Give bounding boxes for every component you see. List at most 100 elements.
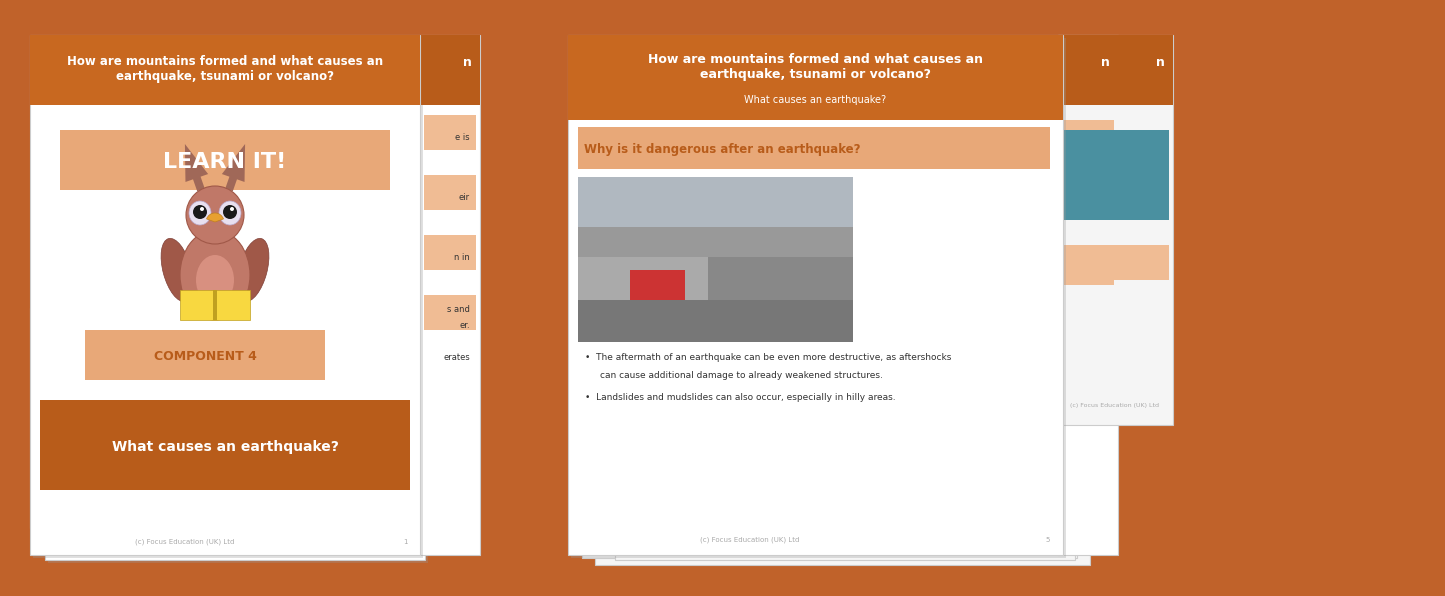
Bar: [140, 370, 144, 420]
Circle shape: [230, 207, 234, 211]
Bar: [61, 130, 390, 190]
Bar: [571, 38, 1066, 558]
Bar: [181, 290, 250, 320]
Text: (c) Focus Education (UK) Ltd: (c) Focus Education (UK) Ltd: [701, 537, 799, 543]
Bar: [879, 300, 1053, 500]
Text: (c) Focus Education (UK) Ltd: (c) Focus Education (UK) Ltd: [168, 495, 267, 501]
Bar: [626, 340, 1064, 410]
Text: (c) Focus Education (UK) Ltd: (c) Focus Education (UK) Ltd: [1071, 402, 1159, 408]
Bar: [1062, 250, 1114, 285]
Text: n: n: [1156, 55, 1165, 69]
Text: are: are: [400, 387, 413, 396]
Text: n: n: [1053, 79, 1062, 92]
Text: •  Landslides and mudslides can also occur, especially in hilly areas.: • Landslides and mudslides can also occu…: [585, 393, 896, 402]
Text: (c) Focus Education (UK) Ltd: (c) Focus Education (UK) Ltd: [171, 514, 270, 520]
Text: 1: 1: [403, 539, 407, 545]
Bar: [212, 290, 217, 320]
Bar: [630, 270, 685, 335]
Bar: [30, 35, 420, 555]
Bar: [30, 35, 420, 105]
Bar: [582, 48, 1077, 558]
Text: Why is it dangerous after an earthquake?: Why is it dangerous after an earthquake?: [584, 144, 861, 157]
Bar: [240, 370, 244, 420]
Bar: [1062, 245, 1169, 280]
Bar: [626, 340, 736, 410]
Bar: [423, 175, 475, 210]
Bar: [48, 370, 406, 420]
Bar: [423, 115, 475, 150]
Bar: [1058, 35, 1118, 555]
Circle shape: [199, 207, 204, 211]
Bar: [38, 325, 418, 540]
Bar: [1062, 130, 1169, 220]
Text: eir: eir: [460, 194, 470, 203]
Bar: [582, 48, 1077, 118]
Text: n: n: [1101, 55, 1110, 69]
Bar: [340, 370, 344, 420]
Bar: [33, 311, 418, 531]
Bar: [942, 178, 1022, 213]
Text: (c) Focus Education (UK) Ltd: (c) Focus Education (UK) Ltd: [790, 532, 890, 538]
Bar: [568, 35, 1064, 555]
Ellipse shape: [197, 255, 234, 305]
Text: ers: ers: [400, 350, 413, 359]
Text: (c) Focus Education (UK) Ltd: (c) Focus Education (UK) Ltd: [175, 534, 275, 540]
Bar: [1062, 185, 1114, 220]
Text: How are mountains formed and what causes an
earthquake, tsunami or volcano?: How are mountains formed and what causes…: [647, 53, 983, 81]
Bar: [1058, 35, 1118, 105]
Bar: [423, 295, 475, 330]
Text: (c) Focus Education (UK) Ltd: (c) Focus Education (UK) Ltd: [918, 476, 1007, 480]
Bar: [1058, 35, 1173, 425]
Bar: [423, 235, 475, 270]
Circle shape: [194, 205, 207, 219]
Bar: [45, 345, 425, 560]
Bar: [578, 177, 853, 227]
Text: 10: 10: [1035, 476, 1042, 480]
Bar: [569, 41, 1065, 551]
Bar: [1062, 120, 1114, 155]
Text: What causes an earthquake?: What causes an earthquake?: [111, 440, 338, 454]
Bar: [626, 340, 845, 410]
Text: What causes an earthquake?: What causes an earthquake?: [744, 95, 886, 105]
Text: n: n: [464, 55, 473, 69]
Bar: [568, 35, 1064, 120]
Bar: [578, 177, 853, 257]
Text: 3: 3: [403, 514, 407, 520]
Ellipse shape: [237, 238, 269, 302]
Bar: [85, 330, 325, 380]
Ellipse shape: [186, 186, 244, 244]
Text: (c) Focus Education (UK) Ltd: (c) Focus Education (UK) Ltd: [136, 539, 234, 545]
Text: How are mountains formed and what causes an
earthquake, tsunami or volcano?: How are mountains formed and what causes…: [66, 55, 383, 83]
Bar: [420, 35, 480, 105]
Ellipse shape: [220, 201, 241, 225]
Bar: [595, 55, 1090, 125]
Text: er.: er.: [460, 321, 470, 330]
Bar: [33, 38, 423, 558]
Bar: [578, 127, 1051, 169]
FancyArrow shape: [185, 144, 208, 191]
Text: 4: 4: [410, 534, 415, 540]
Text: s and: s and: [447, 306, 470, 315]
Bar: [578, 300, 853, 342]
Text: still: still: [400, 371, 415, 380]
Text: 5: 5: [1046, 537, 1051, 543]
Wedge shape: [207, 213, 224, 222]
Text: can cause additional damage to already weakened structures.: can cause additional damage to already w…: [600, 371, 883, 380]
Bar: [931, 171, 1010, 206]
Ellipse shape: [181, 230, 250, 320]
Text: n in: n in: [454, 253, 470, 262]
Bar: [595, 55, 1090, 565]
Bar: [1058, 35, 1173, 105]
Bar: [40, 400, 410, 490]
Bar: [569, 41, 1065, 111]
Bar: [40, 328, 420, 543]
Ellipse shape: [160, 238, 194, 302]
Text: •  The aftermath of an earthquake can be even more destructive, as aftershocks: • The aftermath of an earthquake can be …: [585, 353, 951, 362]
Text: hard to afford.: hard to afford.: [69, 455, 130, 464]
Bar: [616, 320, 1075, 560]
Text: e is: e is: [455, 134, 470, 142]
Text: n: n: [1042, 73, 1051, 85]
Bar: [578, 177, 708, 342]
Text: LEARN IT!: LEARN IT!: [163, 152, 286, 172]
Bar: [955, 185, 1035, 220]
